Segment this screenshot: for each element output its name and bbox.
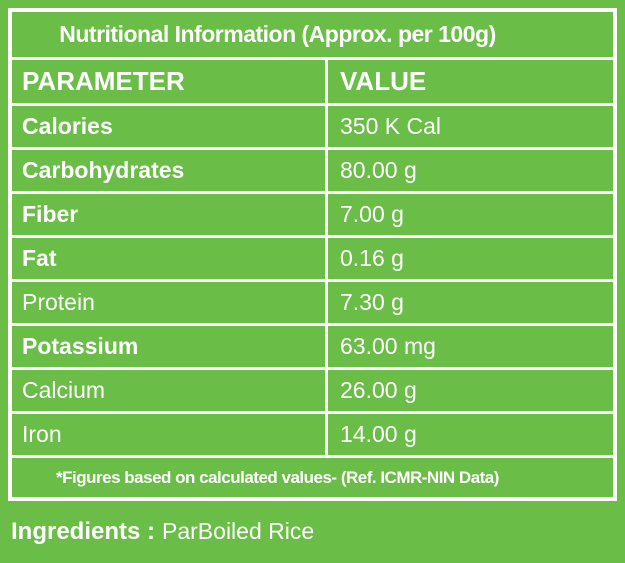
parameter-cell: Carbohydrates bbox=[12, 150, 325, 191]
table-body: Calories 350 K Cal Carbohydrates 80.00 g Fib… bbox=[12, 106, 613, 455]
value-cell: 80.00 g bbox=[328, 150, 613, 191]
table-row: Iron 14.00 g bbox=[12, 414, 613, 455]
value-cell: 7.30 g bbox=[328, 282, 613, 323]
parameter-cell: Fiber bbox=[12, 194, 325, 235]
table-row: Calories 350 K Cal bbox=[12, 106, 613, 147]
table-row: Calcium 26.00 g bbox=[12, 370, 613, 411]
value-cell: 14.00 g bbox=[328, 414, 613, 455]
parameter-cell: Calcium bbox=[12, 370, 325, 411]
parameter-cell: Potassium bbox=[12, 326, 325, 367]
table-footnote: *Figures based on calculated values- (Re… bbox=[12, 458, 613, 497]
value-cell: 350 K Cal bbox=[328, 106, 613, 147]
table-row: Carbohydrates 80.00 g bbox=[12, 150, 613, 191]
value-cell: 7.00 g bbox=[328, 194, 613, 235]
table-row: Potassium 63.00 mg bbox=[12, 326, 613, 367]
parameter-cell: Fat bbox=[12, 238, 325, 279]
ingredients-label: Ingredients : bbox=[11, 518, 156, 545]
column-header-value: VALUE bbox=[328, 60, 613, 103]
column-header-parameter: PARAMETER bbox=[12, 60, 325, 103]
value-cell: 63.00 mg bbox=[328, 326, 613, 367]
ingredients-value: ParBoiled Rice bbox=[162, 518, 315, 544]
header-row: PARAMETER VALUE bbox=[12, 60, 613, 103]
table-title: Nutritional Information (Approx. per 100… bbox=[12, 12, 613, 57]
nutrition-table: Nutritional Information (Approx. per 100… bbox=[8, 8, 617, 501]
ingredients-line: Ingredients : ParBoiled Rice bbox=[11, 518, 314, 546]
value-cell: 0.16 g bbox=[328, 238, 613, 279]
parameter-cell: Calories bbox=[12, 106, 325, 147]
table-row: Fat 0.16 g bbox=[12, 238, 613, 279]
parameter-cell: Protein bbox=[12, 282, 325, 323]
table-row: Fiber 7.00 g bbox=[12, 194, 613, 235]
value-cell: 26.00 g bbox=[328, 370, 613, 411]
table-row: Protein 7.30 g bbox=[12, 282, 613, 323]
parameter-cell: Iron bbox=[12, 414, 325, 455]
